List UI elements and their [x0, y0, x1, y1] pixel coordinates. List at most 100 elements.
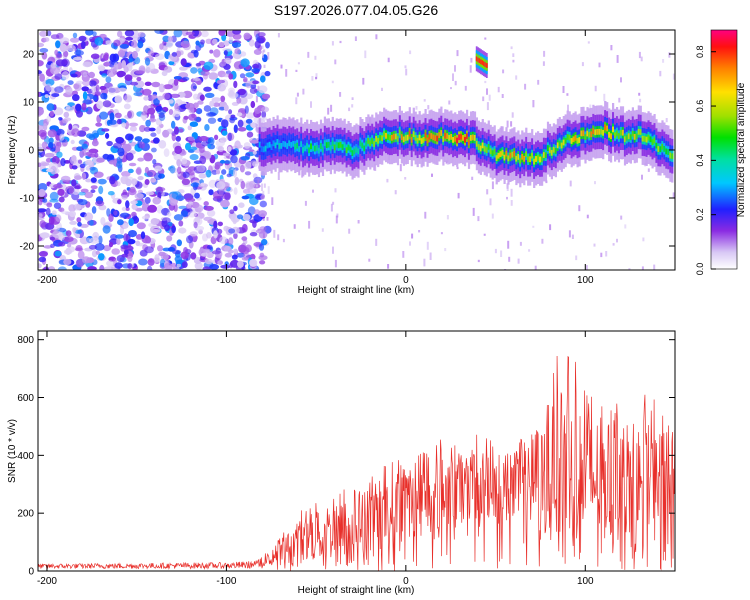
- noise-cell: [229, 149, 238, 156]
- ridge-cell: [623, 136, 627, 143]
- spectrogram-y-ticks: -20 -10 0 10 20: [20, 50, 675, 253]
- noise-cell: [106, 140, 113, 147]
- ridge-cell: [576, 138, 579, 144]
- noise-cell: [176, 263, 182, 268]
- noise-cell: [166, 235, 173, 242]
- ridge-cell: [379, 134, 382, 141]
- noise-cell: [146, 265, 153, 270]
- noise-cell: [231, 42, 242, 48]
- ridge-cell: [414, 135, 417, 141]
- noise-cell: [181, 261, 188, 268]
- noise-cell: [105, 76, 112, 83]
- noise-cell: [98, 253, 105, 261]
- noise-cell: [142, 88, 152, 96]
- ridge-cell: [552, 146, 555, 153]
- noise-cell: [162, 217, 171, 224]
- noise-cell: [195, 108, 203, 115]
- noise-cell: [202, 266, 211, 270]
- noise-cell: [98, 185, 104, 195]
- noise-cell: [38, 129, 47, 137]
- speckle-cell: [330, 104, 333, 112]
- speckle-cell: [506, 196, 508, 200]
- noise-cell: [54, 73, 63, 80]
- ridge-cell: [568, 134, 571, 141]
- noise-cell: [52, 230, 62, 238]
- noise-cell: [213, 49, 221, 58]
- speckle-cell: [331, 41, 334, 46]
- noise-cell: [117, 219, 124, 226]
- speckle-cell: [348, 228, 351, 234]
- noise-cell: [81, 126, 90, 132]
- noise-cell: [73, 83, 80, 90]
- speckle-cell: [304, 200, 307, 206]
- ridge-cell: [525, 151, 528, 158]
- ridge-cell: [408, 130, 411, 137]
- noise-cell: [46, 168, 54, 173]
- noise-cell: [173, 30, 183, 38]
- ridge-cell: [667, 149, 670, 155]
- speckle-cell: [549, 224, 552, 231]
- ridge-cell: [456, 137, 459, 144]
- noise-cell: [38, 91, 41, 97]
- noise-cell: [38, 251, 49, 257]
- noise-cell: [123, 249, 129, 255]
- noise-cell: [205, 169, 212, 178]
- noise-cell: [207, 138, 213, 143]
- noise-cell: [39, 232, 50, 239]
- noise-cell: [228, 73, 234, 80]
- noise-cell: [38, 199, 43, 206]
- noise-cell: [232, 30, 241, 35]
- noise-cell: [171, 35, 177, 43]
- noise-cell: [145, 191, 155, 196]
- noise-cell: [113, 39, 121, 47]
- ridge-cell: [268, 141, 271, 148]
- noise-cell: [176, 159, 182, 167]
- ridge-cell: [608, 131, 611, 138]
- spur-cell: [484, 62, 487, 67]
- noise-cell: [228, 36, 233, 43]
- speckle-cell: [387, 264, 390, 269]
- noise-cell: [136, 76, 142, 82]
- ridge-cell: [594, 129, 597, 136]
- ridge-cell: [406, 134, 409, 141]
- speckle-cell: [454, 80, 457, 86]
- noise-cell: [233, 80, 238, 89]
- noise-cell: [157, 245, 163, 252]
- speckle-cell: [456, 166, 459, 170]
- speckle-cell: [581, 62, 584, 67]
- speckle-cell: [314, 55, 317, 60]
- ridge-cell: [389, 134, 392, 141]
- ridge-cell: [314, 145, 317, 152]
- noise-cell: [55, 40, 61, 49]
- noise-cell: [153, 137, 160, 144]
- noise-cell: [223, 104, 229, 112]
- ridge-cell: [327, 141, 330, 148]
- noise-cell: [51, 155, 60, 165]
- noise-cell: [211, 169, 218, 175]
- noise-cell: [69, 210, 76, 218]
- speckle-cell: [277, 33, 280, 38]
- x-tick-label: 0: [403, 576, 409, 587]
- speckle-cell: [489, 198, 492, 206]
- noise-cell: [70, 139, 75, 145]
- spectrogram-x-ticks: -200 -100 0 100: [37, 30, 594, 286]
- noise-cell: [206, 112, 216, 117]
- ridge-cell: [635, 133, 638, 140]
- noise-cell: [85, 30, 94, 36]
- noise-cell: [194, 262, 203, 270]
- ridge-cell: [410, 136, 413, 143]
- ridge-cell: [614, 132, 617, 139]
- noise-cell: [106, 260, 115, 267]
- ridge-cell: [312, 145, 315, 152]
- speckle-cell: [605, 251, 608, 257]
- noise-cell: [90, 185, 98, 190]
- noise-cell: [108, 241, 114, 248]
- speckle-cell: [483, 233, 486, 236]
- noise-cell: [260, 194, 265, 200]
- noise-cell: [84, 212, 94, 221]
- speckle-cell: [429, 252, 432, 260]
- speckle-cell: [512, 59, 515, 63]
- noise-cell: [38, 263, 42, 269]
- noise-cell: [80, 41, 86, 49]
- ridge-cell: [535, 156, 538, 162]
